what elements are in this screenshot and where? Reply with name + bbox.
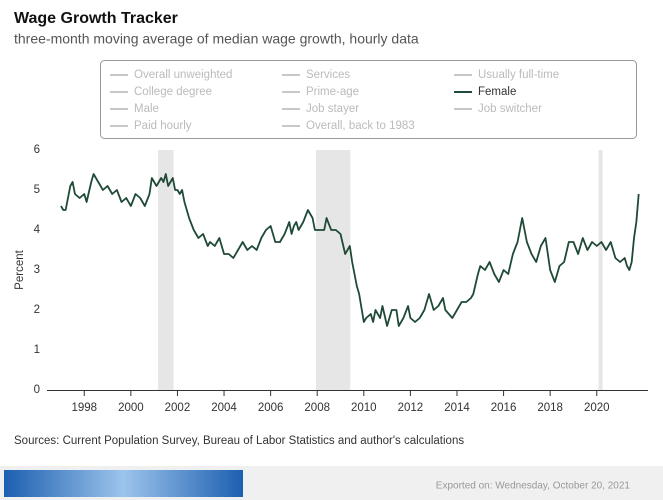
- legend-label: Overall, back to 1983: [306, 120, 415, 132]
- y-tick-label: 4: [34, 224, 41, 236]
- x-tick-label: 2012: [398, 402, 424, 414]
- legend-label: Job switcher: [478, 103, 542, 115]
- export-note: Exported on: Wednesday, October 20, 2021: [436, 481, 631, 492]
- x-tick-label: 2016: [491, 402, 517, 414]
- legend-box: [100, 60, 637, 139]
- recession-band: [316, 150, 351, 390]
- legend-label: Paid hourly: [134, 120, 192, 132]
- recession-band: [158, 150, 174, 390]
- x-tick-label: 2020: [584, 402, 610, 414]
- legend-label: Usually full-time: [478, 69, 559, 81]
- source-note: Sources: Current Population Survey, Bure…: [14, 435, 464, 447]
- x-tick-label: 2010: [351, 402, 377, 414]
- x-tick-label: 2004: [211, 402, 237, 414]
- data-line: [60, 173, 640, 327]
- legend-label: Overall unweighted: [134, 69, 232, 81]
- legend-label: Male: [134, 103, 159, 115]
- x-tick-label: 1998: [71, 402, 97, 414]
- x-tick-label: 2008: [304, 402, 330, 414]
- legend-label: Job stayer: [306, 103, 359, 115]
- x-tick-label: 2006: [258, 402, 284, 414]
- legend-label: Prime-age: [306, 86, 359, 98]
- chart-title: Wage Growth Tracker: [14, 10, 178, 27]
- y-tick-label: 6: [34, 144, 40, 156]
- logo: [4, 470, 243, 497]
- x-tick-label: 2002: [165, 402, 191, 414]
- y-tick-label: 0: [34, 384, 40, 396]
- chart-subtitle: three-month moving average of median wag…: [14, 31, 419, 47]
- y-tick-label: 3: [34, 264, 40, 276]
- x-tick-label: 2014: [444, 402, 470, 414]
- recession-band: [598, 150, 603, 390]
- x-tick-label: 2000: [118, 402, 144, 414]
- legend-label: College degree: [134, 86, 212, 98]
- x-tick-label: 2018: [537, 402, 563, 414]
- y-axis-label: Percent: [14, 249, 26, 289]
- legend-label: Services: [306, 69, 350, 81]
- y-tick-label: 1: [34, 344, 40, 356]
- y-tick-label: 5: [34, 184, 40, 196]
- legend-label: Female: [478, 86, 516, 98]
- y-tick-label: 2: [34, 304, 40, 316]
